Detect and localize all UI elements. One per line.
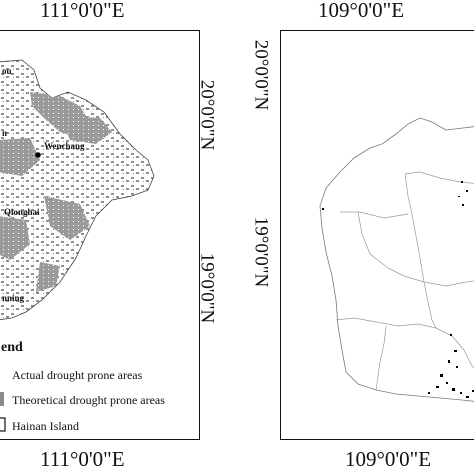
left-island-shape (0, 59, 155, 321)
right-top-longitude-label: 109°0'0"E (318, 0, 405, 22)
right-island-shape (319, 117, 474, 402)
legend-theoretical-swatch (0, 392, 4, 406)
place-label-qionghai: Qionghai (4, 207, 40, 217)
place-label-haikou: ou (2, 66, 12, 76)
left-bottom-longitude-label: 111°0'0"E (40, 447, 125, 471)
legend-title: end (1, 340, 23, 355)
right-bottom-longitude-label: 109°0'0"E (345, 447, 432, 471)
legend-theoretical-label: Theoretical drought prone areas (12, 393, 165, 407)
place-label-wanning: nning (2, 293, 25, 303)
legend-island-swatch (0, 417, 6, 432)
legend-actual-label: Actual drought prone areas (12, 368, 143, 382)
legend-island-label: Hainan Island (12, 419, 79, 433)
wenchang-marker (35, 152, 41, 158)
left-top-longitude-label: 111°0'0"E (40, 0, 125, 22)
right-actual-drought-areas (322, 181, 474, 398)
place-label-dingan: n (2, 128, 8, 138)
place-label-wenchang: Wenchang (44, 141, 85, 151)
